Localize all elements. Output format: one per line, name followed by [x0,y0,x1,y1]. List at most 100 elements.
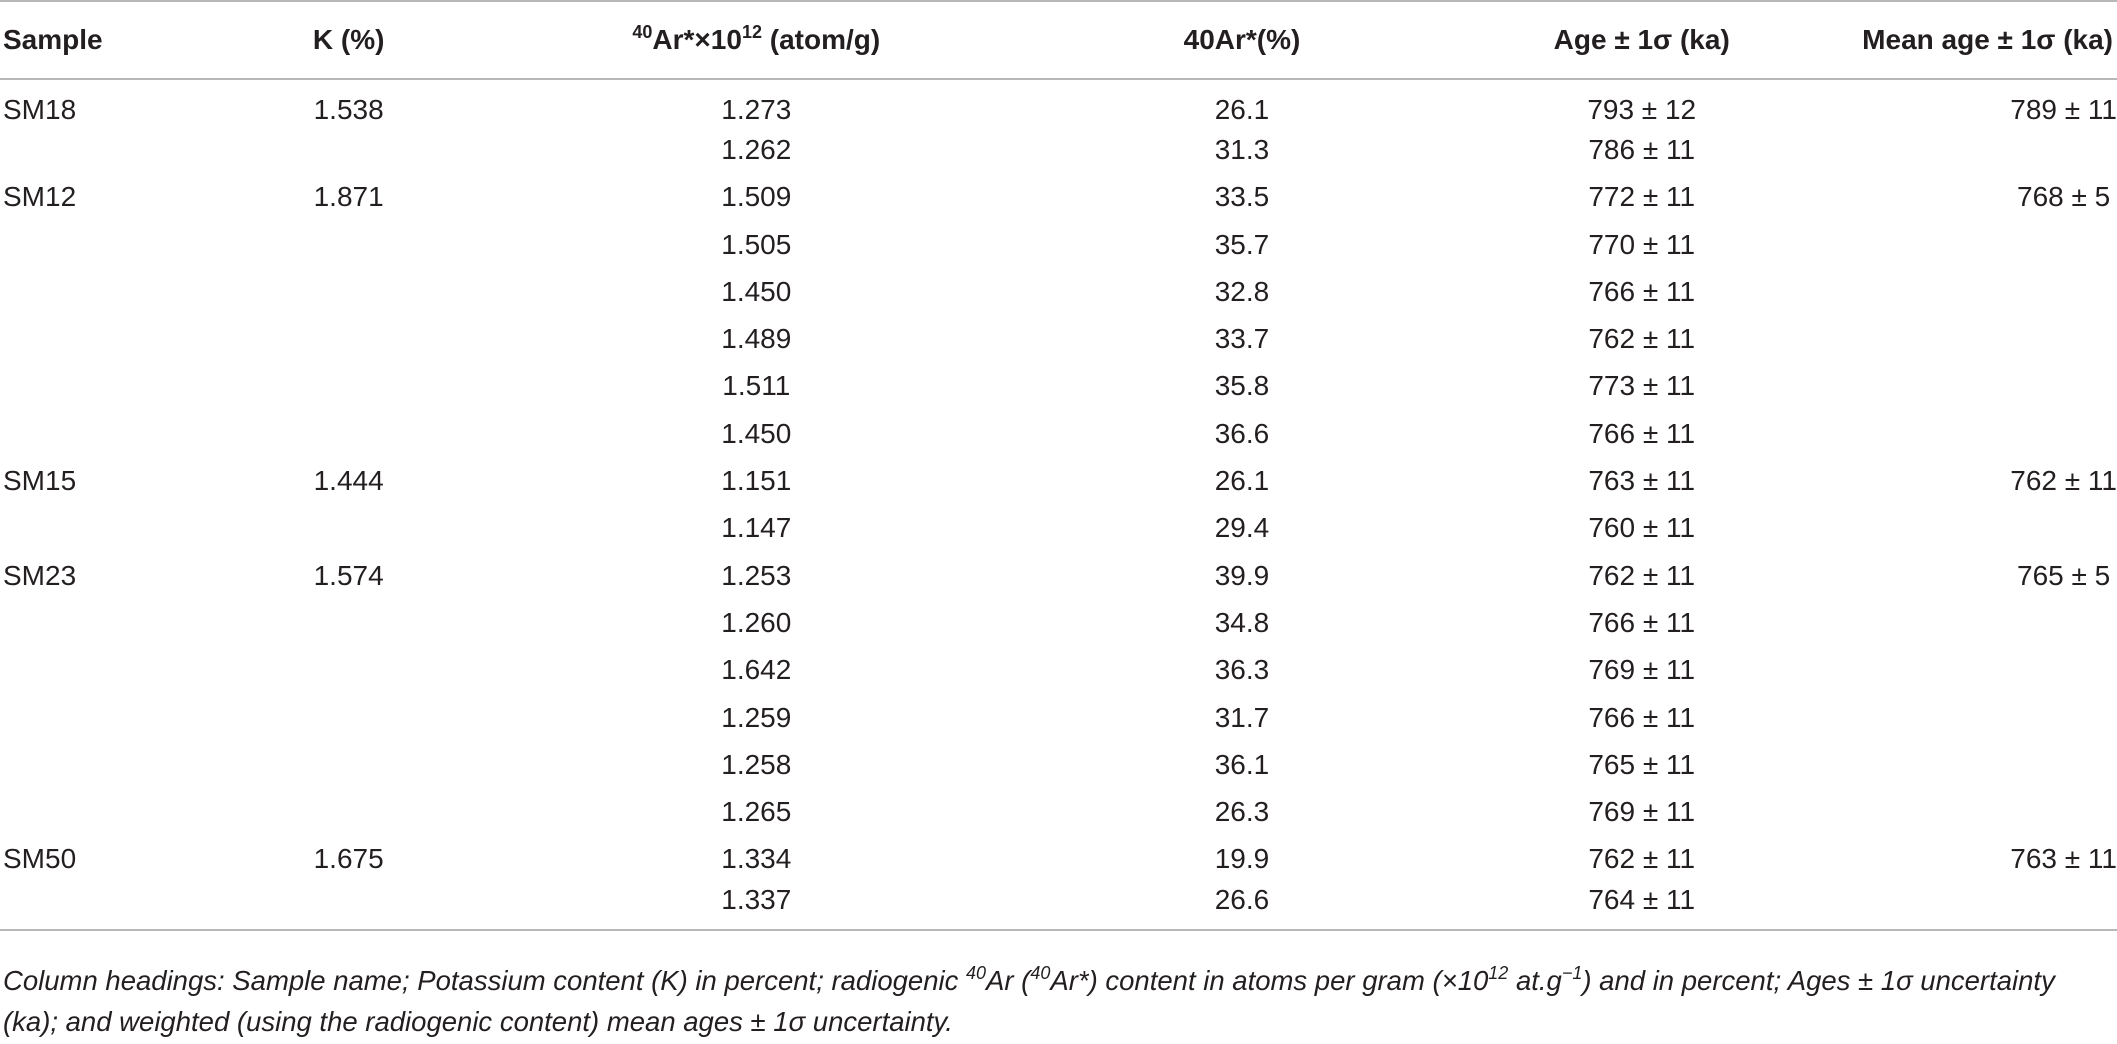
table-row: 1.147 29.4 760 ± 11 [0,505,2117,552]
cell-k [196,694,502,741]
cell-mean-age [1810,741,2117,788]
cell-mean-age [1810,363,2117,410]
header-ar-tail: (atom/g) [761,24,881,55]
table-row: 1.642 36.3 769 ± 11 [0,647,2117,694]
cell-age: 763 ± 11 [1588,465,1696,497]
cell-mean-age [1810,883,2117,932]
cell-k [196,410,502,457]
caption-part-5: ) and in percent; Ages ± 1σ uncertainty … [3,965,2055,1037]
header-ar-isotope: 40 [632,22,653,42]
cell-ar-content: 1.511 [722,370,791,402]
cell-mean-age [1810,694,2117,741]
cell-k: 1.871 [313,181,384,213]
cell-ar-content: 1.509 [721,181,792,213]
cell-age: 773 ± 11 [1588,370,1696,402]
cell-k [196,788,502,835]
cell-k [196,268,502,315]
cell-ar-percent: 39.9 [1214,559,1270,591]
cell-ar-percent: 34.8 [1214,606,1270,638]
cell-age: 762 ± 11 [1588,559,1696,591]
cell-sample [0,126,196,173]
cell-ar-percent: 31.3 [1214,133,1270,165]
cell-sample [0,647,196,694]
cell-ar-content: 1.273 [721,94,792,126]
header-k: K (%) [195,0,502,80]
cell-age: 769 ± 11 [1588,796,1696,828]
table-row: 1.450 36.6 766 ± 11 [0,410,2117,457]
cell-mean-age: 789 ± 11 [2010,94,2117,126]
cell-ar-percent: 36.1 [1214,748,1270,780]
results-table: Sample K (%) 40Ar*×1012 (atom/g) 40Ar*(%… [0,0,2117,932]
cell-sample [0,505,196,552]
table-row: SM12 1.871 1.509 33.5 772 ± 11 768 ± 5 [0,174,2117,221]
cell-k: 1.444 [313,465,384,497]
caption-sup-1: 40 [966,963,987,983]
header-row: Sample K (%) 40Ar*×1012 (atom/g) 40Ar*(%… [0,0,2117,80]
cell-age: 786 ± 11 [1588,133,1696,165]
cell-ar-content: 1.642 [721,654,792,686]
cell-mean-age [1810,647,2117,694]
cell-ar-content: 1.450 [721,275,792,307]
cell-sample: SM50 [3,843,77,875]
cell-sample [0,599,196,646]
cell-ar-content: 1.334 [721,843,792,875]
cell-age: 766 ± 11 [1588,606,1696,638]
cell-ar-percent: 26.1 [1214,465,1270,497]
cell-ar-percent: 36.6 [1214,417,1270,449]
cell-k: 1.538 [313,94,384,126]
cell-mean-age [1810,599,2117,646]
cell-k [196,315,502,362]
cell-sample [0,221,196,268]
cell-ar-content: 1.265 [721,796,792,828]
cell-mean-age [1810,788,2117,835]
cell-sample: SM23 [3,559,77,591]
header-mean-age: Mean age ± 1σ (ka) [1810,0,2117,80]
cell-ar-content: 1.253 [721,559,792,591]
cell-sample: SM15 [3,465,77,497]
table-caption: Column headings: Sample name; Potassium … [3,960,2113,1042]
cell-sample [0,741,196,788]
cell-ar-percent: 35.7 [1214,228,1270,260]
table-row: 1.489 33.7 762 ± 11 [0,315,2117,362]
header-ar-percent: 40Ar*(%) [1010,0,1474,80]
cell-mean-age: 762 ± 11 [2010,465,2117,497]
table-row: 1.260 34.8 766 ± 11 [0,599,2117,646]
cell-k [196,647,502,694]
cell-sample [0,694,196,741]
cell-ar-content: 1.337 [501,883,1011,932]
header-ar-mid: Ar*×10 [652,24,742,55]
caption-part-1: Column headings: Sample name; Potassium … [3,965,967,996]
cell-ar-content: 1.489 [721,323,792,355]
cell-k [195,883,502,932]
cell-age: 766 ± 11 [1588,701,1696,733]
caption-part-2: Ar ( [986,965,1031,996]
cell-mean-age [1810,505,2117,552]
cell-sample [0,788,196,835]
cell-age: 769 ± 11 [1588,654,1696,686]
table-body: SM18 1.538 1.273 26.1 793 ± 12 789 ± 11 1.262 3… [0,79,2117,932]
cell-sample [0,410,196,457]
cell-mean-age [1810,268,2117,315]
cell-ar-percent: 26.1 [1214,94,1270,126]
cell-age: 764 ± 11 [1473,883,1811,932]
table-row: SM23 1.574 1.253 39.9 762 ± 11 765 ± 5 [0,552,2117,599]
cell-mean-age: 768 ± 5 [2017,181,2111,213]
cell-sample [0,315,196,362]
cell-k [196,221,502,268]
cell-ar-percent: 33.7 [1214,323,1270,355]
cell-age: 770 ± 11 [1588,228,1696,260]
table-row: 1.265 26.3 769 ± 11 [0,788,2117,835]
table-row: 1.259 31.7 766 ± 11 [0,694,2117,741]
cell-k [196,741,502,788]
header-ar-exponent: 12 [741,22,762,42]
cell-sample [0,268,196,315]
cell-mean-age [1810,410,2117,457]
cell-k: 1.675 [313,843,384,875]
cell-ar-content: 1.151 [721,465,792,497]
cell-ar-percent: 31.7 [1214,701,1270,733]
cell-ar-content: 1.262 [721,133,792,165]
cell-age: 760 ± 11 [1588,512,1696,544]
cell-age: 766 ± 11 [1588,417,1696,449]
header-age: Age ± 1σ (ka) [1473,0,1811,80]
